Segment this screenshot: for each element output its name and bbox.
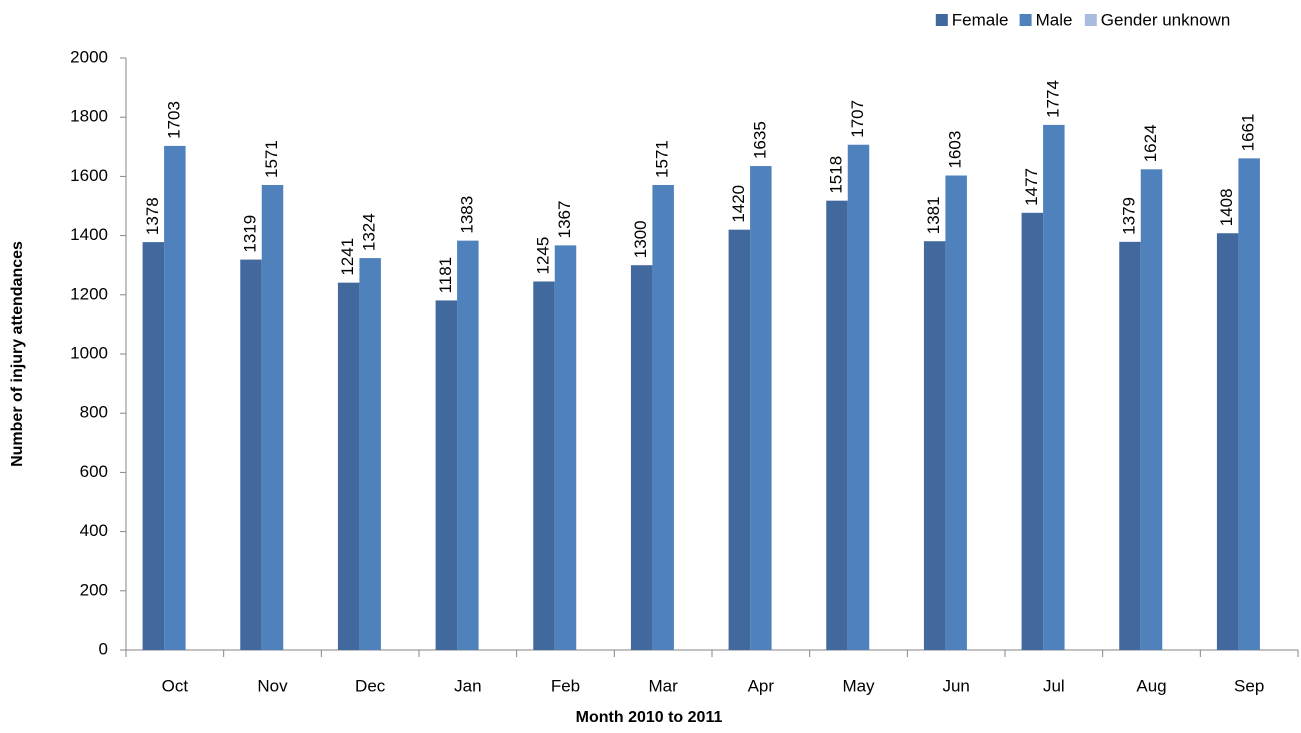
legend-swatch bbox=[1084, 14, 1097, 26]
y-tick-label: 600 bbox=[80, 462, 108, 481]
bar bbox=[1021, 212, 1044, 651]
legend-label: Female bbox=[952, 10, 1009, 29]
bar bbox=[945, 175, 967, 650]
data-label: 1379 bbox=[1119, 197, 1138, 235]
data-label: 1300 bbox=[631, 220, 650, 258]
data-label: 1603 bbox=[946, 131, 965, 169]
y-tick-label: 1800 bbox=[70, 107, 108, 126]
bar bbox=[1119, 241, 1141, 651]
x-tick-label: Aug bbox=[1136, 676, 1166, 695]
x-tick-label: Nov bbox=[257, 676, 288, 695]
data-label: 1624 bbox=[1141, 124, 1160, 162]
x-tick-label: Apr bbox=[748, 676, 775, 695]
x-tick-label: Jan bbox=[454, 676, 481, 695]
y-tick-label: 1400 bbox=[70, 225, 108, 244]
x-tick-label: Oct bbox=[162, 676, 189, 695]
bar bbox=[652, 184, 674, 650]
data-label: 1707 bbox=[848, 100, 867, 138]
data-label: 1181 bbox=[436, 257, 455, 294]
x-tick-label: Dec bbox=[355, 676, 386, 695]
y-tick-label: 400 bbox=[80, 521, 108, 540]
data-label: 1774 bbox=[1043, 80, 1062, 118]
data-label: 1367 bbox=[555, 201, 574, 239]
data-label: 1383 bbox=[457, 196, 476, 234]
bar bbox=[554, 245, 577, 651]
data-label: 1245 bbox=[533, 237, 552, 275]
data-label: 1319 bbox=[240, 215, 259, 253]
data-label: 1661 bbox=[1239, 114, 1258, 152]
x-tick-label: Feb bbox=[551, 676, 580, 695]
bar bbox=[142, 242, 165, 650]
bar bbox=[1140, 169, 1163, 650]
bar bbox=[750, 166, 772, 651]
x-tick-label: Mar bbox=[649, 676, 679, 695]
y-tick-label: 200 bbox=[80, 580, 108, 599]
y-tick-label: 800 bbox=[80, 403, 108, 422]
y-tick-label: 2000 bbox=[70, 47, 108, 66]
x-tick-label: May bbox=[842, 676, 875, 695]
y-axis-title: Number of injury attendances bbox=[9, 241, 26, 467]
x-tick-label: Jul bbox=[1043, 676, 1065, 695]
bar bbox=[1238, 158, 1260, 650]
y-tick-label: 1000 bbox=[70, 343, 108, 362]
bar bbox=[1216, 233, 1239, 650]
bar bbox=[164, 145, 186, 651]
x-tick-label: Jun bbox=[942, 676, 969, 695]
data-label: 1241 bbox=[338, 238, 357, 276]
data-label: 1703 bbox=[164, 101, 183, 139]
legend-label: Gender unknown bbox=[1101, 10, 1230, 29]
bar bbox=[457, 240, 479, 650]
bar bbox=[261, 184, 284, 650]
data-label: 1378 bbox=[143, 197, 162, 235]
bar bbox=[533, 281, 555, 650]
bar bbox=[1043, 124, 1065, 650]
y-tick-label: 1200 bbox=[70, 284, 108, 303]
x-tick-label: Sep bbox=[1234, 676, 1264, 695]
bar bbox=[847, 144, 870, 650]
data-label: 1635 bbox=[750, 121, 769, 159]
data-label: 1408 bbox=[1217, 188, 1236, 226]
bar bbox=[337, 282, 360, 650]
bar bbox=[923, 241, 946, 650]
y-tick-label: 1600 bbox=[70, 166, 108, 185]
legend-label: Male bbox=[1036, 10, 1073, 29]
bar bbox=[359, 258, 381, 650]
data-label: 1381 bbox=[924, 196, 943, 234]
x-axis-title: Month 2010 to 2011 bbox=[576, 709, 723, 726]
data-label: 1571 bbox=[262, 140, 281, 178]
y-tick-label: 0 bbox=[99, 639, 108, 658]
data-label: 1477 bbox=[1022, 168, 1041, 206]
bar bbox=[240, 259, 262, 650]
data-label: 1571 bbox=[653, 140, 672, 178]
legend-swatch bbox=[935, 14, 948, 26]
bar bbox=[435, 300, 458, 650]
bar bbox=[630, 265, 653, 650]
data-label: 1420 bbox=[729, 185, 748, 223]
data-label: 1518 bbox=[826, 156, 845, 194]
legend-swatch bbox=[1019, 14, 1032, 26]
data-label: 1324 bbox=[360, 213, 379, 251]
bar bbox=[826, 200, 848, 650]
bar bbox=[728, 229, 751, 650]
